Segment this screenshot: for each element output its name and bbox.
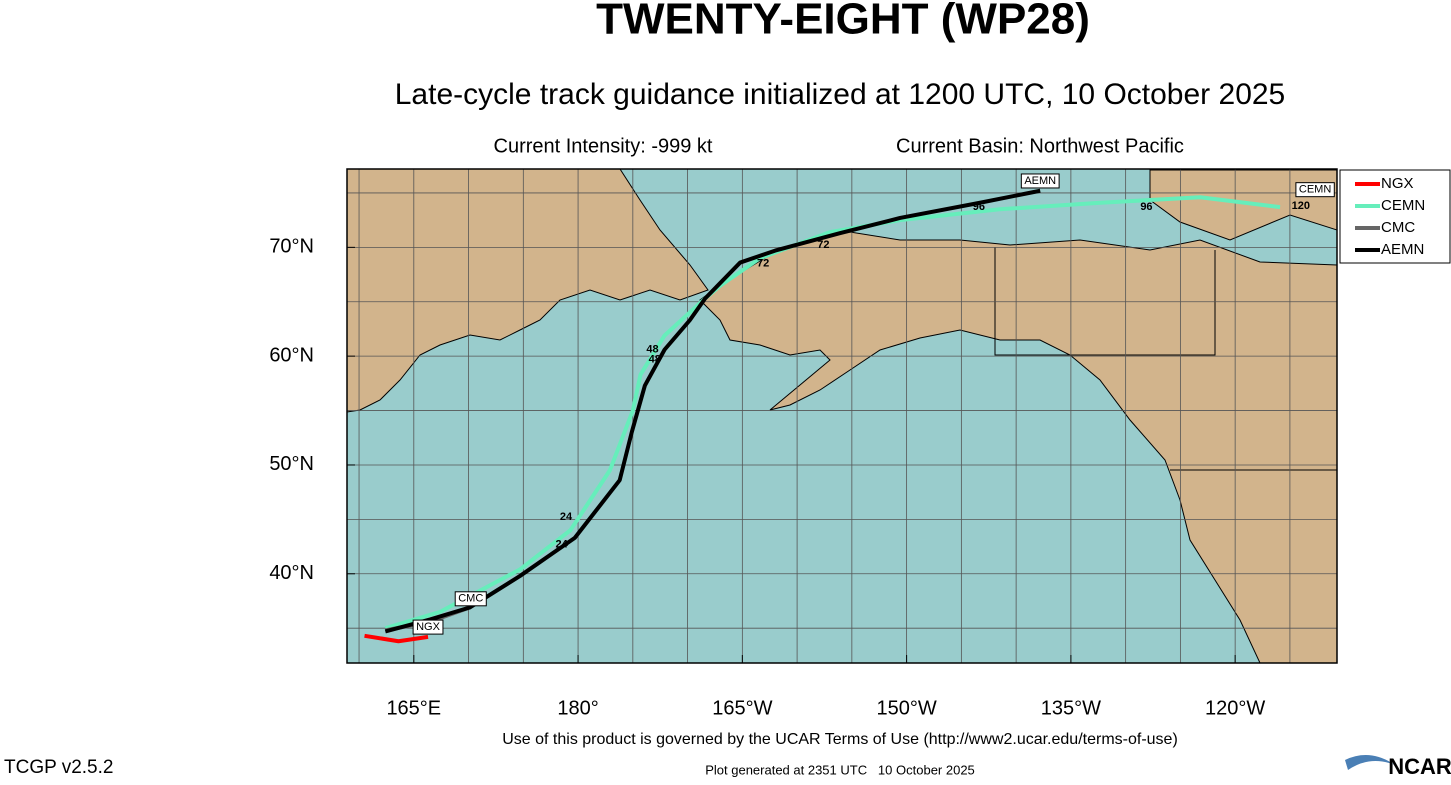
y-tick-label: 70°N (269, 236, 314, 258)
generated: Plot generated at 2351 UTC 10 October 20… (705, 762, 975, 777)
north-america (699, 231, 1337, 663)
model-label-box (1020, 173, 1060, 189)
hour-label: 96 (1140, 201, 1152, 213)
model-label: CEMN (1299, 184, 1331, 196)
hour-label: 48 (649, 353, 661, 365)
model-label: AEMN (1024, 175, 1056, 187)
track (384, 188, 1041, 634)
map-frame (346, 168, 1338, 664)
chart-subtitle: Late-cycle track guidance initialized at… (395, 78, 1286, 111)
x-tick-label: 165°E (386, 697, 441, 719)
hour-label: 72 (757, 258, 769, 270)
version: TCGP v2.5.2 (4, 757, 113, 778)
basin: Current Basin: Northwest Pacific (896, 135, 1184, 157)
y-tick-label: 50°N (269, 453, 314, 475)
hour-label: 24 (556, 538, 569, 550)
logo-swoosh (1345, 755, 1395, 770)
hour-label: 48 (646, 344, 658, 356)
legend-label: NGX (1381, 175, 1414, 192)
x-tick-label: 135°W (1041, 697, 1101, 719)
intensity: Current Intensity: -999 kt (494, 135, 713, 157)
hour-label: 96 (973, 201, 985, 213)
model-label-box (412, 619, 444, 635)
hour-label: 24 (560, 511, 573, 523)
logo: NCAR (1388, 754, 1451, 779)
terms: Use of this product is governed by the U… (502, 731, 1178, 748)
legend-label: AEMN (1381, 241, 1424, 258)
y-tick-label: 40°N (269, 562, 314, 584)
legend-label: CMC (1381, 219, 1415, 236)
chart-title: TWENTY-EIGHT (WP28) (596, 0, 1090, 44)
model-label: CMC (458, 593, 483, 605)
x-tick-label: 150°W (876, 697, 936, 719)
hour-label: 120 (1292, 200, 1310, 212)
model-label-box (454, 591, 487, 607)
x-tick-label: 120°W (1205, 697, 1265, 719)
x-tick-label: 180° (557, 697, 598, 719)
track (364, 633, 429, 644)
legend-label: CEMN (1381, 197, 1425, 214)
x-tick-label: 165°W (712, 697, 772, 719)
hour-label: 72 (817, 239, 829, 251)
model-label-box (1295, 182, 1335, 198)
y-tick-label: 60°N (269, 344, 314, 366)
border (994, 247, 1216, 356)
model-label: NGX (416, 621, 441, 633)
